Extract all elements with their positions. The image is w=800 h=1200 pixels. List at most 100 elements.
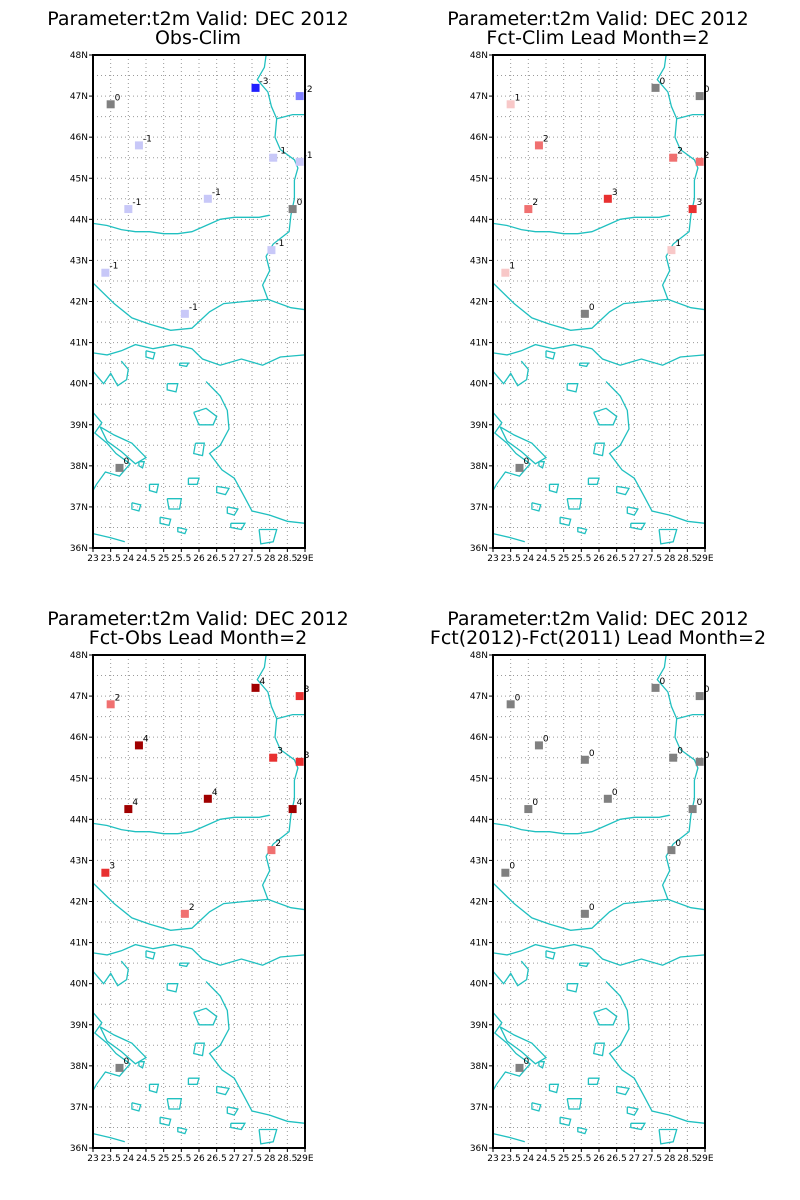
x-tick-label: 28.5 xyxy=(277,554,297,564)
x-tick-label: 29E xyxy=(296,1154,313,1164)
station-marker xyxy=(106,700,115,709)
coastline xyxy=(192,1042,206,1057)
station-value-label: 0 xyxy=(515,693,521,703)
station-marker xyxy=(134,741,143,750)
y-tick-label: 47N xyxy=(470,92,488,102)
x-tick-label: 28 xyxy=(264,554,276,564)
station-marker xyxy=(667,246,676,255)
coastline xyxy=(577,526,588,535)
coastline xyxy=(93,532,125,543)
station-marker xyxy=(534,141,543,150)
y-tick-label: 37N xyxy=(470,1103,488,1113)
y-tick-label: 44N xyxy=(470,815,488,825)
coastline xyxy=(559,1116,572,1127)
y-tick-label: 36N xyxy=(70,544,88,554)
station-marker xyxy=(269,153,278,162)
station-value-label: 0 xyxy=(543,734,549,744)
y-tick-label: 45N xyxy=(470,174,488,184)
coastline xyxy=(493,282,668,331)
station-marker xyxy=(267,846,276,855)
x-tick-label: 28.5 xyxy=(277,1154,297,1164)
x-tick-label: 24 xyxy=(123,1154,135,1164)
station-value-label: -3 xyxy=(260,77,269,87)
coastline xyxy=(93,360,129,387)
station-value-label: 0 xyxy=(589,303,595,313)
coastline xyxy=(99,1026,148,1065)
station-value-label: 3 xyxy=(109,862,115,872)
panel-title: Parameter:t2m Valid: DEC 2012 xyxy=(47,8,349,30)
y-tick-label: 42N xyxy=(470,898,488,908)
station-value-label: 0 xyxy=(675,839,681,849)
coastline xyxy=(216,485,231,496)
coastline xyxy=(566,383,579,393)
station-marker xyxy=(695,692,704,701)
coastline xyxy=(187,1077,200,1085)
y-tick-label: 41N xyxy=(70,939,88,949)
coastline xyxy=(93,411,132,491)
station-marker xyxy=(180,309,189,318)
station-value-label: 0 xyxy=(704,751,710,761)
grid-lines xyxy=(493,55,705,548)
x-tick-label: 25 xyxy=(158,554,169,564)
station-value-label: 0 xyxy=(704,85,710,95)
x-tick-label: 29E xyxy=(296,554,313,564)
station-value-label: 0 xyxy=(524,1057,530,1067)
coastlines xyxy=(93,55,305,545)
y-tick-label: 46N xyxy=(70,133,88,143)
station-value-label: 0 xyxy=(677,747,683,757)
y-tick-label: 37N xyxy=(470,503,488,513)
station-marker xyxy=(115,463,124,472)
x-tick-label: 27.5 xyxy=(242,554,262,564)
y-tick-label: 47N xyxy=(70,92,88,102)
coastline xyxy=(658,528,678,545)
station-marker xyxy=(534,741,543,750)
y-tick-label: 39N xyxy=(470,1021,488,1031)
x-tick-label: 24 xyxy=(123,554,135,564)
station-marker xyxy=(269,753,278,762)
y-tick-label: 48N xyxy=(70,651,88,661)
coastline xyxy=(166,1098,183,1110)
station-value-label: -1 xyxy=(275,239,284,249)
station-marker xyxy=(580,909,589,918)
station-marker xyxy=(134,141,143,150)
y-tick-label: 42N xyxy=(70,298,88,308)
coastline xyxy=(493,360,529,387)
coastline xyxy=(531,502,542,512)
coastline xyxy=(548,1083,560,1094)
coastline xyxy=(626,506,639,516)
x-tick-label: 25 xyxy=(558,1154,569,1164)
station-value-label: 0 xyxy=(297,198,303,208)
coastline xyxy=(531,1102,542,1112)
coastline xyxy=(616,1085,631,1096)
station-value-label: 0 xyxy=(660,677,666,687)
coastline xyxy=(493,1132,525,1143)
x-tick-label: 24.5 xyxy=(536,554,556,564)
coastline xyxy=(566,983,579,993)
y-tick-label: 46N xyxy=(470,133,488,143)
coastline xyxy=(216,1085,231,1096)
station-value-label: 1 xyxy=(675,239,681,249)
station-marker xyxy=(295,692,304,701)
x-tick-label: 29E xyxy=(696,554,713,564)
y-tick-label: 38N xyxy=(470,462,488,472)
coastline xyxy=(493,814,670,835)
station-value-label: 4 xyxy=(260,677,266,687)
coastline xyxy=(578,362,590,368)
coastline xyxy=(177,1126,188,1135)
y-tick-label: 41N xyxy=(470,939,488,949)
x-tick-label: 28.5 xyxy=(677,554,697,564)
station-marker xyxy=(295,92,304,101)
y-tick-label: 36N xyxy=(70,1144,88,1154)
coastline xyxy=(566,498,583,510)
coastline xyxy=(658,1128,678,1145)
station-value-label: 0 xyxy=(704,685,710,695)
station-value-label: -2 xyxy=(304,85,313,95)
station-marker xyxy=(506,700,515,709)
coastline xyxy=(166,498,183,510)
x-tick-label: 23 xyxy=(87,1154,98,1164)
x-tick-label: 27 xyxy=(229,1154,240,1164)
coastline xyxy=(93,1132,125,1143)
x-tick-label: 28 xyxy=(664,1154,676,1164)
x-tick-label: 26.5 xyxy=(607,1154,627,1164)
